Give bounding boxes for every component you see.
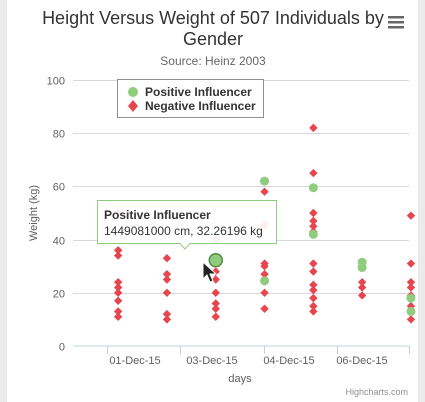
tooltip: Positive Influencer 1449081000 cm, 32.26… (97, 200, 277, 250)
legend-label-positive: Positive Influencer (145, 85, 252, 99)
data-point-circle[interactable] (260, 176, 270, 186)
chart-title-line-1: Height Versus Weight of 507 Individuals … (42, 8, 384, 28)
y-tick-label: 80 (53, 129, 65, 141)
data-point-diamond[interactable] (211, 288, 220, 297)
data-point-diamond[interactable] (162, 275, 172, 284)
y-tick-label: 40 (53, 236, 65, 248)
data-point-diamond[interactable] (162, 254, 172, 263)
mouse-cursor-icon (202, 260, 218, 283)
hovered-data-point[interactable] (208, 252, 224, 268)
data-point-diamond[interactable] (406, 315, 416, 324)
legend-marker-diamond (128, 100, 138, 112)
data-point-diamond[interactable] (309, 259, 318, 268)
credits-link[interactable]: Highcharts.com (345, 387, 408, 397)
data-point-diamond[interactable] (211, 299, 220, 308)
legend-label-negative: Negative Influencer (145, 99, 256, 113)
data-point-diamond[interactable] (162, 309, 172, 319)
data-point-diamond[interactable] (113, 296, 123, 305)
x-tick-label: 06-Dec-15 (336, 355, 387, 367)
data-point-diamond[interactable] (260, 304, 269, 313)
data-point-diamond[interactable] (162, 288, 172, 297)
data-point-diamond[interactable] (309, 208, 318, 218)
data-point-diamond[interactable] (406, 283, 416, 292)
y-tick-label: 0 (59, 342, 65, 354)
data-point-diamond[interactable] (357, 277, 367, 287)
data-point-diamond[interactable] (309, 216, 318, 226)
data-point-diamond[interactable] (162, 315, 172, 324)
data-point-diamond[interactable] (211, 312, 220, 321)
data-point-diamond[interactable] (309, 168, 318, 178)
data-point-diamond[interactable] (309, 293, 318, 303)
chart-subtitle: Source: Heinz 2003 (160, 54, 266, 68)
data-point-circle[interactable] (357, 263, 367, 273)
data-point-diamond[interactable] (309, 307, 318, 316)
data-point-diamond[interactable] (113, 277, 123, 287)
data-point-diamond[interactable] (309, 301, 318, 311)
legend-item-positive[interactable]: Positive Influencer (128, 85, 252, 99)
x-axis-title: days (228, 373, 252, 385)
data-point-diamond[interactable] (309, 285, 318, 295)
data-point-diamond[interactable] (309, 123, 318, 133)
y-tick-label: 20 (53, 289, 65, 301)
data-point-diamond[interactable] (113, 283, 123, 292)
data-point-circle[interactable] (308, 183, 318, 193)
data-point-diamond[interactable] (211, 304, 220, 313)
tooltip-series-name: Positive Influencer (104, 208, 211, 222)
tooltip-value-text: 1449081000 cm, 32.26196 kg (104, 224, 263, 238)
series-layer (113, 123, 416, 324)
data-point-diamond[interactable] (357, 283, 367, 292)
data-point-diamond[interactable] (309, 222, 318, 231)
y-axis-ticks: 0 20 40 60 80 100 (47, 76, 65, 354)
data-point-diamond[interactable] (211, 275, 220, 284)
hamburger-menu-icon[interactable] (384, 11, 408, 33)
data-point-diamond[interactable] (260, 187, 269, 196)
legend: Positive Influencer Negative Influencer (117, 79, 264, 118)
data-point-diamond[interactable] (260, 262, 269, 271)
data-point-diamond[interactable] (113, 246, 123, 255)
data-point-circle[interactable] (260, 276, 270, 286)
data-point-diamond[interactable] (113, 251, 123, 260)
data-point-diamond[interactable] (113, 307, 123, 316)
data-point-diamond[interactable] (357, 291, 367, 300)
data-point-diamond[interactable] (309, 280, 318, 290)
data-point-diamond[interactable] (406, 277, 416, 287)
data-point-diamond[interactable] (406, 211, 416, 220)
data-point-diamond[interactable] (260, 269, 269, 279)
y-tick-label: 60 (53, 182, 65, 194)
legend-marker-circle (128, 87, 138, 97)
data-point-diamond[interactable] (113, 288, 123, 297)
data-point-circle[interactable] (406, 293, 416, 303)
chart-title-line-2: Gender (183, 29, 243, 49)
chart-svg: Height Versus Weight of 507 Individuals … (28, 8, 416, 397)
x-tick-label: 03-Dec-15 (186, 355, 237, 367)
x-axis-ticks: 01-Dec-15 03-Dec-15 04-Dec-15 06-Dec-15 (107, 346, 410, 367)
data-point-circle[interactable] (406, 306, 416, 316)
data-point-diamond[interactable] (113, 312, 123, 321)
data-point-circle[interactable] (308, 229, 318, 239)
data-point-diamond[interactable] (309, 267, 318, 276)
y-tick-label: 100 (47, 76, 65, 88)
data-point-diamond[interactable] (162, 269, 172, 279)
data-point-diamond[interactable] (406, 259, 416, 268)
data-point-diamond[interactable] (260, 288, 269, 297)
chart-container: Height Versus Weight of 507 Individuals … (7, 0, 418, 402)
y-axis-title: Weight (kg) (28, 185, 40, 241)
legend-item-negative[interactable]: Negative Influencer (128, 99, 256, 113)
x-tick-label: 04-Dec-15 (263, 355, 314, 367)
x-tick-label: 01-Dec-15 (109, 355, 160, 367)
